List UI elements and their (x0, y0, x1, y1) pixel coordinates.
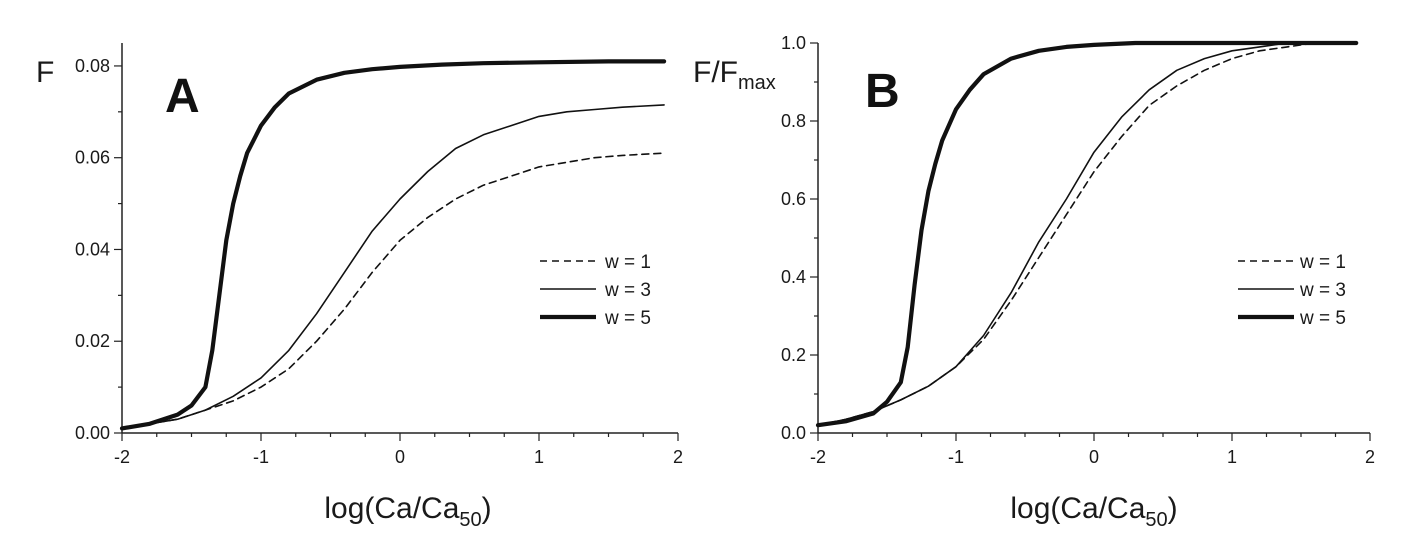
chart-panel-a: -2 -1 0 1 2 0.00 0.02 0.04 0.06 0.08 Flog(Ca/Ca50)… (36, 43, 683, 531)
y-tick-label: 0.04 (75, 239, 110, 259)
y-tick-label: 0.02 (75, 331, 110, 351)
legend-label: w = 5 (604, 308, 651, 329)
legend-label: w = 1 (604, 252, 651, 273)
x-axis-label-close: ) (482, 492, 492, 525)
y-tick-label: 1.0 (781, 33, 806, 53)
y-axis-label: F (36, 56, 54, 89)
x-axis-label: log(Ca/Ca50) (1010, 492, 1177, 531)
y-axis-label: F/Fmax (693, 56, 776, 94)
y-tick-label: 0.2 (781, 345, 806, 365)
series-line-w5 (815, 40, 1359, 428)
y-tick-label: 0.0 (781, 423, 806, 443)
x-tick-label: -1 (253, 447, 269, 467)
x-axis-label-close: ) (1168, 492, 1178, 525)
y-tick-label: 0.8 (781, 111, 806, 131)
x-axis-label-main: log(Ca/Ca (1010, 492, 1145, 525)
x-axis-label: log(Ca/Ca50) (324, 492, 491, 531)
x-axis-label-subscript: 50 (459, 509, 481, 531)
x-tick-label: 2 (1365, 447, 1375, 467)
y-axis-label-subscript: max (738, 72, 776, 94)
x-tick-label: 1 (1227, 447, 1237, 467)
legend-label: w = 5 (1299, 308, 1346, 329)
y-tick-label: 0.00 (75, 423, 110, 443)
panel-letter: A (165, 70, 200, 123)
x-tick-label: 0 (1089, 447, 1099, 467)
x-tick-label: 0 (395, 447, 405, 467)
x-tick-label: -2 (810, 447, 826, 467)
legend-label: w = 3 (604, 280, 651, 301)
y-tick-label: 0.06 (75, 148, 110, 168)
x-tick-label: 1 (534, 447, 544, 467)
series-line-w5 (119, 59, 667, 431)
x-tick-label: -2 (114, 447, 130, 467)
series-line-w3 (121, 104, 665, 430)
series-line-w3 (817, 42, 1357, 427)
chart-panel-b: -2 -1 0 1 20.00.20.40.60.81.0F/Fmaxlog(Ca/Ca… (693, 33, 1375, 531)
y-tick-label: 0.08 (75, 56, 110, 76)
panel-letter: B (865, 65, 900, 118)
x-axis-label-main: log(Ca/Ca (324, 492, 459, 525)
y-axis-label-main: F/F (693, 56, 738, 89)
x-tick-label: 2 (673, 447, 683, 467)
y-tick-label: 0.4 (781, 267, 806, 287)
x-axis-label-subscript: 50 (1145, 509, 1167, 531)
y-tick-label: 0.6 (781, 189, 806, 209)
series-line-w1 (817, 42, 1357, 427)
x-tick-label: -1 (948, 447, 964, 467)
legend-label: w = 3 (1299, 280, 1346, 301)
legend-label: w = 1 (1299, 252, 1346, 273)
